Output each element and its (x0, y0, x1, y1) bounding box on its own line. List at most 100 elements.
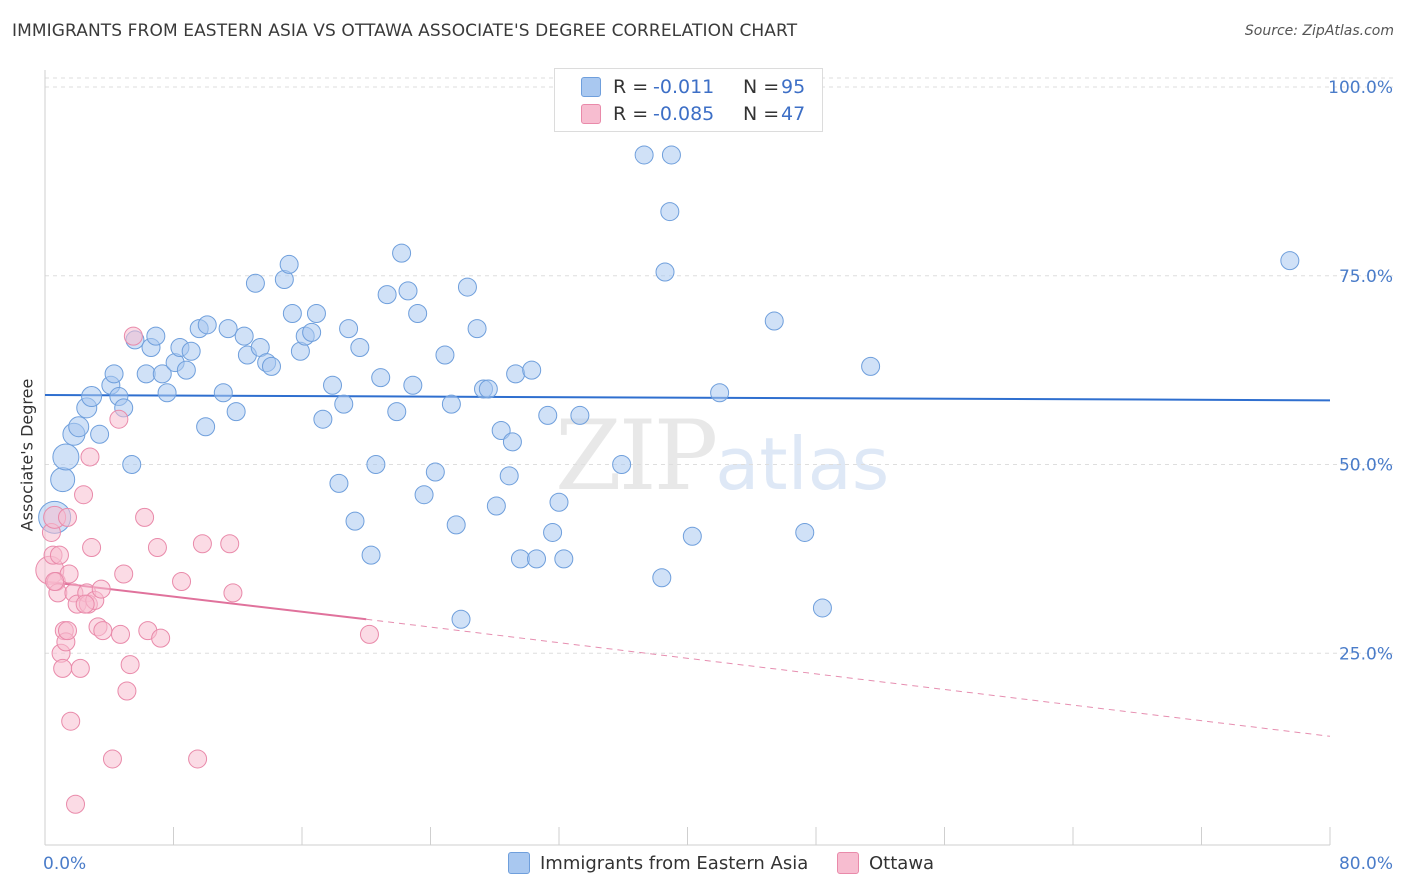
data-point-eastern-asia (554, 549, 574, 569)
data-point-eastern-asia (361, 545, 381, 565)
data-point-eastern-asia (634, 145, 654, 165)
data-point-eastern-asia (313, 409, 333, 429)
source-label: Source: ZipAtlas.com (1244, 23, 1394, 39)
series-legend-eastern-asia[interactable]: Immigrants from Eastern Asia (508, 852, 808, 874)
data-point-eastern-asia (486, 496, 506, 516)
data-point-eastern-asia (350, 337, 370, 357)
data-point-eastern-asia (510, 549, 530, 569)
data-point-eastern-asia (660, 202, 680, 222)
data-point-ottawa (45, 572, 65, 592)
legend-row-eastern-asia: R = -0.011 N = 95 (581, 74, 805, 100)
y-tick-label: 25.0% (1339, 644, 1393, 664)
data-point-eastern-asia (652, 568, 672, 588)
data-point-eastern-asia (136, 364, 156, 384)
data-point-eastern-asia (339, 319, 359, 339)
data-point-eastern-asia (441, 394, 461, 414)
data-point-eastern-asia (176, 360, 196, 380)
data-point-ottawa (151, 628, 171, 648)
data-point-eastern-asia (366, 455, 386, 474)
data-point-eastern-asia (302, 322, 322, 342)
series-label-eastern-asia: Immigrants from Eastern Asia (540, 852, 809, 874)
data-point-eastern-asia (181, 341, 201, 361)
data-point-ottawa (80, 447, 100, 467)
data-point-eastern-asia (329, 473, 349, 493)
data-point-eastern-asia (543, 522, 563, 542)
data-point-eastern-asia (467, 319, 487, 339)
data-point-ottawa (359, 624, 379, 644)
zipatlas-watermark: ZIPatlas (555, 400, 889, 512)
data-point-eastern-asia (334, 394, 354, 414)
data-point-eastern-asia (502, 432, 522, 452)
data-point-eastern-asia (146, 326, 166, 346)
data-point-ottawa (223, 583, 243, 603)
trend-line-eastern-asia (44, 394, 1331, 402)
data-point-ottawa (172, 572, 192, 592)
legend-n-label: N = (743, 76, 780, 98)
legend-r-value: -0.011 (653, 76, 715, 98)
data-point-ottawa (57, 507, 77, 527)
data-point-ottawa (61, 711, 81, 731)
grid-lines (45, 77, 1395, 654)
data-point-eastern-asia (403, 375, 423, 395)
data-point-eastern-asia (152, 364, 172, 384)
data-point-ottawa (188, 749, 208, 769)
data-point-eastern-asia (457, 277, 477, 297)
data-point-eastern-asia (570, 405, 590, 425)
data-point-ottawa (70, 658, 90, 678)
data-point-eastern-asia (387, 402, 407, 422)
data-point-eastern-asia (451, 609, 471, 629)
trend-line-ottawa-extension (366, 618, 1331, 737)
data-point-eastern-asia (491, 421, 511, 441)
data-point-eastern-asia (122, 455, 142, 474)
data-point-eastern-asia (52, 443, 80, 471)
data-point-eastern-asia (81, 386, 103, 408)
x-tick-label-min: 0.0% (43, 854, 86, 874)
legend-n-value: 47 (781, 103, 806, 125)
data-point-eastern-asia (425, 462, 445, 482)
chart-title: IMMIGRANTS FROM EASTERN ASIA VS OTTAWA A… (12, 21, 798, 41)
data-point-eastern-asia (414, 485, 434, 505)
data-point-eastern-asia (234, 326, 254, 346)
data-point-eastern-asia (527, 549, 547, 569)
data-point-eastern-asia (795, 522, 815, 542)
data-point-ottawa (147, 538, 167, 558)
series-legend-ottawa[interactable]: Ottawa (837, 852, 934, 874)
data-point-eastern-asia (1280, 251, 1300, 271)
data-point-ottawa (117, 681, 137, 701)
data-point-eastern-asia (408, 304, 428, 323)
data-point-eastern-asia (499, 466, 519, 486)
data-point-eastern-asia (197, 315, 217, 335)
data-point-eastern-asia (50, 467, 76, 493)
axes (44, 70, 1331, 846)
data-point-eastern-asia (764, 311, 784, 331)
data-points (35, 145, 1300, 814)
data-point-eastern-asia (812, 598, 832, 618)
data-point-eastern-asia (196, 417, 216, 437)
legend-r-label: R = (613, 103, 649, 125)
data-point-ottawa (109, 409, 129, 429)
data-point-eastern-asia (612, 455, 632, 474)
data-point-eastern-asia (345, 511, 365, 531)
legend-swatch-eastern-asia (581, 77, 601, 97)
data-point-eastern-asia (861, 356, 881, 376)
data-point-ottawa (75, 594, 95, 614)
data-point-ottawa (135, 507, 155, 527)
data-point-ottawa (91, 579, 111, 599)
data-point-eastern-asia (245, 273, 265, 293)
data-point-ottawa (192, 534, 212, 554)
data-point-eastern-asia (213, 383, 233, 403)
data-point-eastern-asia (282, 304, 302, 323)
data-point-eastern-asia (218, 319, 238, 339)
data-point-ottawa (57, 621, 77, 641)
data-point-eastern-asia (506, 364, 526, 384)
data-point-eastern-asia (377, 285, 397, 305)
x-tick-label-max: 80.0% (1339, 854, 1393, 874)
data-point-ottawa (49, 545, 69, 565)
data-point-eastern-asia (104, 364, 124, 384)
correlation-legend: R = -0.011 N = 95 R = -0.085 N = 47 (554, 68, 823, 132)
data-point-eastern-asia (261, 356, 281, 376)
legend-r-label: R = (613, 76, 649, 98)
data-point-eastern-asia (549, 492, 569, 512)
data-point-ottawa (74, 485, 94, 505)
data-point-eastern-asia (522, 360, 542, 380)
